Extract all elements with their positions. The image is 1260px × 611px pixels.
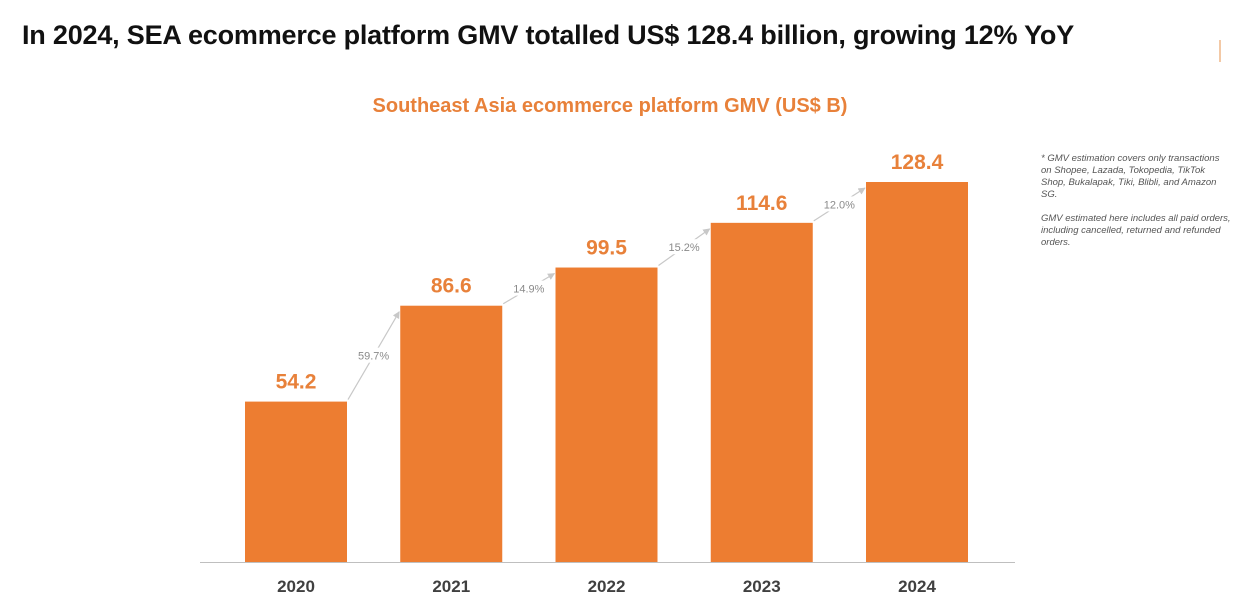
chart-title: Southeast Asia ecommerce platform GMV (U… [372, 95, 848, 117]
bar-2022 [555, 267, 658, 562]
footnote-coverage: * GMV estimation covers only transaction… [1041, 153, 1220, 200]
growth-label-2023: 15.2% [669, 242, 700, 254]
value-label-2023: 114.6 [736, 192, 787, 215]
value-label-2021: 86.6 [431, 275, 472, 298]
corner-divider [1219, 40, 1221, 62]
value-label-2024: 128.4 [891, 151, 944, 174]
growth-label-2024: 12.0% [824, 199, 855, 211]
bar-2020 [245, 401, 347, 562]
tick-label-2020: 2020 [277, 577, 315, 596]
growth-label-2022: 14.9% [513, 284, 544, 296]
bar-2024 [866, 182, 968, 562]
growth-label-2021: 59.7% [358, 351, 389, 363]
tick-label-2024: 2024 [898, 577, 936, 596]
growth-label-backing [664, 239, 705, 255]
footnote: * GMV estimation covers only transaction… [1041, 153, 1231, 261]
growth-label-backing [353, 347, 394, 363]
growth-label-backing [819, 196, 860, 212]
tick-label-2021: 2021 [432, 577, 470, 596]
bar-2021 [400, 305, 503, 562]
value-label-2020: 54.2 [276, 371, 317, 394]
tick-label-2022: 2022 [588, 577, 626, 596]
tick-label-2023: 2023 [743, 577, 781, 596]
footnote-definition: GMV estimated here includes all paid ord… [1041, 213, 1231, 248]
value-label-2022: 99.5 [586, 237, 627, 260]
growth-label-backing [508, 280, 549, 296]
headline: In 2024, SEA ecommerce platform GMV tota… [22, 20, 1075, 50]
bar-2023 [710, 222, 813, 562]
